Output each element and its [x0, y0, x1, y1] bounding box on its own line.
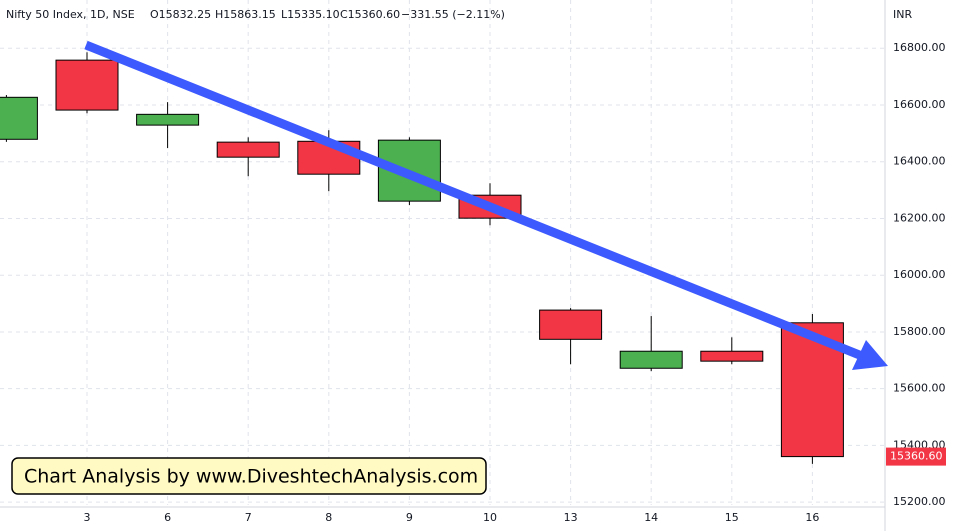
candle-body	[216, 141, 280, 158]
candles	[0, 52, 844, 464]
legend-text: Nifty 50 Index, 1D, NSE	[6, 8, 135, 21]
candle-body	[539, 309, 603, 340]
x-tick-label: 7	[245, 511, 252, 524]
last-price-label: 15360.60	[890, 450, 943, 463]
y-tick-label: 15200.00	[893, 495, 946, 508]
ohlc-text: L15335.10	[281, 8, 340, 21]
x-tick-label: 16	[805, 511, 819, 524]
ohlc-text: C15360.60	[340, 8, 400, 21]
ohlc-text: O15832.25	[150, 8, 211, 21]
y-tick-label: 15600.00	[893, 382, 946, 395]
x-tick-label: 14	[644, 511, 658, 524]
y-tick-label: 16400.00	[893, 155, 946, 168]
currency: INR	[893, 8, 912, 21]
trend-arrow	[84, 40, 888, 370]
arrow-head	[852, 340, 888, 370]
y-tick-label: 16800.00	[893, 41, 946, 54]
watermark-box	[11, 457, 487, 495]
candle-body	[700, 350, 764, 362]
y-tick-label: 15800.00	[893, 325, 946, 338]
y-tick-label: 16600.00	[893, 98, 946, 111]
x-tick-label: 10	[483, 511, 497, 524]
grid	[0, 0, 885, 505]
candle-body	[619, 350, 683, 369]
candle-body	[0, 96, 38, 140]
candle-body	[136, 113, 200, 126]
x-tick-label: 6	[164, 511, 171, 524]
ohlc-text: H15863.15	[215, 8, 276, 21]
watermark: Chart Analysis by www.DiveshtechAnalysis…	[24, 466, 478, 488]
change-text: −331.55 (−2.11%)	[401, 8, 505, 21]
x-tick-label: 3	[84, 511, 91, 524]
x-tick-label: 8	[325, 511, 332, 524]
y-tick-label: 16000.00	[893, 268, 946, 281]
x-tick-label: 15	[725, 511, 739, 524]
y-tick-label: 16200.00	[893, 211, 946, 224]
last-price-box	[886, 447, 946, 466]
arrow-shaft	[84, 40, 864, 361]
candle-body	[55, 59, 119, 111]
x-tick-label: 13	[564, 511, 578, 524]
x-tick-label: 9	[406, 511, 413, 524]
